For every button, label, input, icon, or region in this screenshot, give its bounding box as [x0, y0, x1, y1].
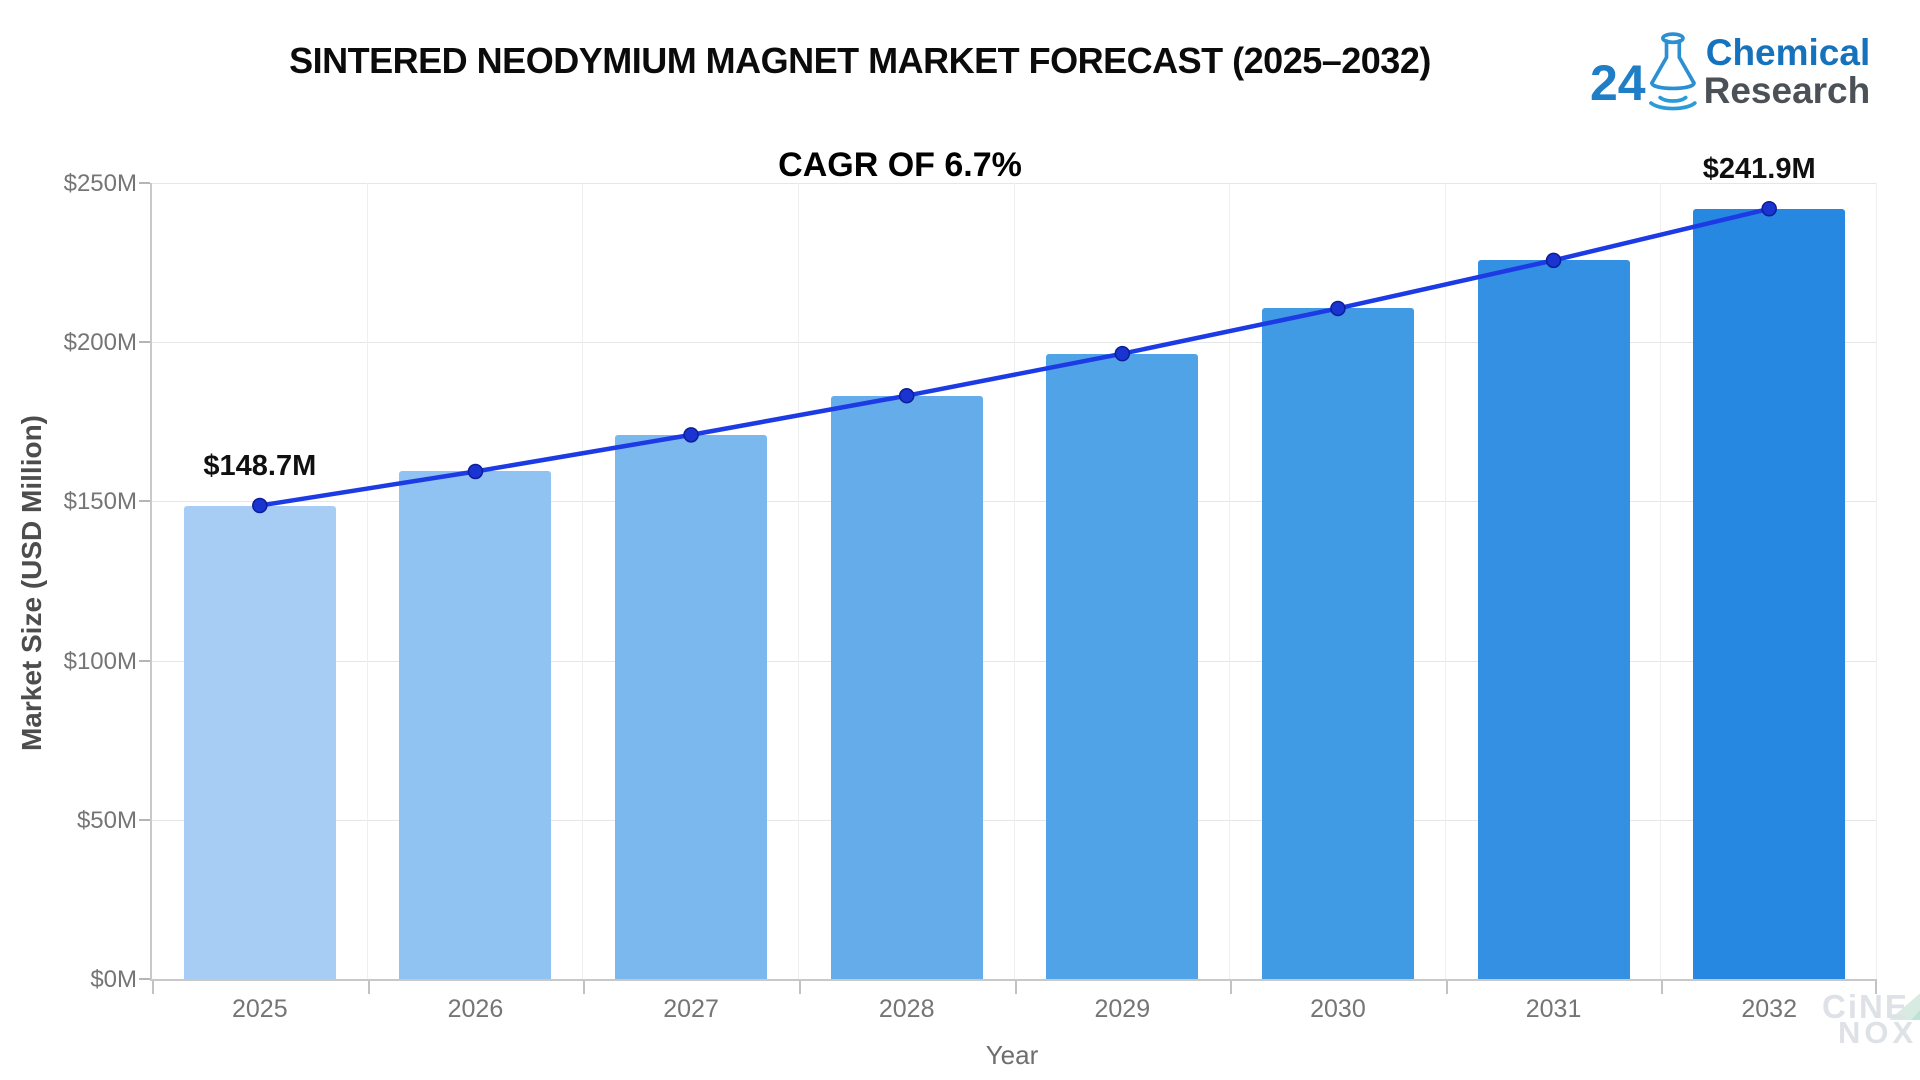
y-tick-$0M [139, 978, 150, 980]
x-tick-8 [1875, 981, 1877, 994]
x-label-2027: 2027 [663, 995, 719, 1023]
gridline-v-1 [366, 183, 368, 979]
bar-2028 [830, 395, 983, 979]
marker-2028 [898, 387, 915, 404]
y-tick-$200M [139, 341, 150, 344]
x-label-2032: 2032 [1741, 995, 1797, 1023]
watermark-line2: NOX [1838, 1015, 1918, 1050]
bar-2025 [183, 505, 336, 979]
y-tick-$150M [139, 500, 150, 503]
x-tick-3 [798, 981, 801, 994]
x-label-2025: 2025 [232, 995, 288, 1023]
x-label-2030: 2030 [1310, 995, 1366, 1023]
trend-line-layer [252, 201, 1777, 514]
logo-number: 24 [1590, 55, 1646, 111]
x-label-2031: 2031 [1525, 995, 1582, 1023]
x-tick-1 [367, 981, 370, 994]
bar-2029 [1046, 353, 1199, 979]
gridline-v-3 [797, 183, 799, 979]
y-tick-$50M [139, 818, 150, 821]
chart-subtitle: CAGR OF 6.7% [778, 146, 1022, 184]
value-label-first: $148.7M [203, 449, 317, 482]
flask-icon [1648, 32, 1697, 111]
gridline-h-$150M [152, 501, 1877, 503]
marker-2027 [683, 427, 699, 443]
gridline-v-2 [582, 183, 584, 979]
bar-2031 [1477, 260, 1630, 979]
brand-logo: 24 Chemical Research [1590, 30, 1870, 114]
bar-2027 [615, 434, 768, 979]
x-tick-5 [1230, 981, 1233, 994]
value-label-last: $241.9M [1702, 152, 1816, 185]
gridline-v-6 [1444, 183, 1446, 979]
y-tick-label-$0M: $0M [90, 966, 137, 993]
x-tick-0 [152, 981, 154, 994]
gridline-h-$50M [152, 819, 1877, 821]
y-tick-label-$150M: $150M [63, 488, 137, 516]
plot-area: $0M $50M $100M $150M $200M $250M 2025 2026 2027 2… [64, 153, 1877, 1023]
marker-2026 [467, 463, 484, 480]
logo-line2: Research [1703, 70, 1871, 111]
y-tick-label-$50M: $50M [76, 806, 137, 834]
logo-line1: Chemical [1705, 32, 1871, 73]
watermark-triangle-icon [1889, 993, 1920, 1020]
gridline-h-$200M [152, 342, 1877, 344]
gridline-v-8 [1876, 183, 1877, 979]
bar-2030 [1261, 308, 1414, 979]
y-tick-$100M [139, 659, 150, 662]
logo-text: Chemical Research [1704, 34, 1871, 110]
watermark-line1: CiNE [1822, 988, 1909, 1025]
y-tick-label-$100M: $100M [63, 647, 137, 675]
x-tick-7 [1661, 981, 1664, 994]
marker-2031 [1545, 252, 1562, 269]
page-title: SINTERED NEODYMIUM MAGNET MARKET FORECAS… [289, 40, 1431, 81]
gridline-h-$100M [152, 660, 1877, 662]
marker-2032 [1761, 201, 1777, 217]
x-label-2028: 2028 [878, 995, 935, 1023]
marker-2025 [252, 497, 268, 514]
x-label-2026: 2026 [447, 995, 504, 1023]
trend-line [259, 206, 1770, 508]
bar-2032 [1693, 208, 1846, 979]
marker-2029 [1114, 345, 1131, 362]
x-label-2029: 2029 [1094, 995, 1151, 1023]
y-tick-label-$200M: $200M [63, 329, 137, 357]
gridline-v-7 [1660, 183, 1662, 979]
gridline-h-$250M [152, 183, 1877, 184]
watermark: CiNE NOX [1822, 988, 1920, 1050]
gridline-v-5 [1229, 183, 1231, 979]
y-axis-title: Market Size (USD Million) [16, 414, 47, 752]
x-tick-4 [1014, 981, 1017, 994]
marker-2030 [1330, 300, 1346, 317]
gridline-v-4 [1013, 183, 1015, 979]
y-tick-$250M [139, 182, 150, 184]
x-tick-2 [583, 981, 586, 994]
x-axis-title: Year [985, 1040, 1039, 1070]
bar-2026 [399, 471, 552, 979]
x-tick-6 [1445, 981, 1448, 994]
y-tick-label-$250M: $250M [63, 170, 137, 197]
